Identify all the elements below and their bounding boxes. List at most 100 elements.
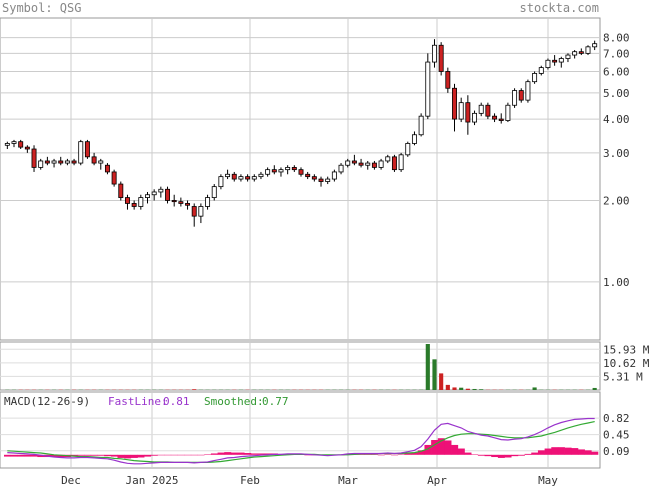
candle-body [225, 173, 231, 178]
macd-histogram-bar [517, 454, 525, 456]
macd-histogram-bar [564, 447, 572, 455]
macd-histogram-bar [497, 454, 505, 458]
candle-body [151, 191, 157, 196]
macd-histogram-bar [464, 452, 472, 455]
candle-body [498, 118, 504, 121]
candle-body [565, 54, 571, 59]
macd-histogram-bar [144, 454, 152, 457]
candle-body [78, 141, 84, 164]
macd-histogram-bar [471, 454, 479, 455]
candle-body [205, 197, 211, 207]
candle-body [592, 43, 598, 48]
macd-histogram-bar [377, 454, 385, 456]
candle-body [525, 81, 531, 101]
macd-histogram-bar [511, 454, 519, 457]
candle-body [278, 169, 284, 173]
candle-body [24, 146, 30, 150]
macd-histogram-bar [411, 452, 419, 455]
candle-body [478, 104, 484, 114]
candle-body [4, 143, 10, 146]
macd-histogram-bar [24, 454, 31, 457]
x-tick-label: Apr [427, 474, 447, 486]
candle-body [578, 51, 584, 54]
macd-histogram-bar [190, 454, 198, 456]
candle-body [145, 194, 150, 198]
candle-body [325, 178, 331, 182]
volume-bar [472, 388, 477, 390]
price-tick-label: 8.00 [603, 32, 630, 45]
price-tick-label: 3.00 [603, 147, 630, 160]
candle-body [271, 169, 277, 173]
candle-body [211, 186, 217, 198]
candle-body [331, 171, 337, 180]
candle-body [131, 203, 137, 207]
volume-bar [452, 387, 457, 390]
macd-histogram-bar [591, 451, 599, 455]
macd-histogram-bar [57, 454, 65, 458]
candle-body [512, 90, 518, 106]
volume-tick-label: 5.31 M [603, 370, 643, 383]
price-tick-label: 2.00 [603, 194, 630, 207]
candle-body [518, 90, 524, 101]
macd-histogram-bar [230, 452, 238, 455]
macd-histogram-bar [177, 454, 185, 456]
candle-body [552, 59, 558, 63]
candle-body [104, 164, 110, 173]
candle-body [245, 176, 251, 180]
candle-body [111, 171, 117, 185]
candle-body [84, 141, 90, 158]
candle-body [458, 102, 464, 120]
x-tick-label: Jan 2025 [126, 474, 179, 486]
candle-body [385, 156, 391, 162]
candle-body [285, 167, 291, 171]
macd-histogram-bar [10, 454, 18, 457]
macd-histogram-bar [451, 444, 459, 455]
macd-histogram-bar [391, 454, 399, 456]
candle-body [291, 167, 297, 171]
macd-histogram-bar [484, 454, 492, 457]
volume-bar [532, 387, 537, 390]
macd-histogram-bar [431, 440, 439, 455]
macd-histogram-bar [304, 454, 312, 456]
macd-histogram-bar [577, 449, 585, 455]
candle-body [44, 160, 50, 164]
candle-body [51, 160, 57, 164]
volume-bar [592, 387, 597, 390]
candle-body [125, 197, 130, 204]
site-label: stockta.com [520, 1, 599, 15]
macd-tick-label: 0.82 [603, 412, 630, 425]
macd-histogram-bar [477, 454, 485, 456]
candle-body [198, 206, 204, 217]
price-panel [0, 17, 601, 341]
candle-body [438, 44, 444, 72]
macd-histogram-bar [224, 452, 232, 455]
candle-body [305, 173, 311, 178]
macd-histogram-bar [217, 452, 225, 455]
macd-histogram-bar [437, 438, 445, 455]
macd-histogram-bar [551, 447, 559, 455]
candle-body [298, 169, 304, 175]
macd-histogram-bar [571, 448, 579, 455]
volume-bar [465, 388, 470, 390]
candle-body [572, 51, 578, 56]
candle-body [365, 162, 371, 166]
macd-histogram-bar [130, 454, 138, 458]
candles [4, 39, 598, 227]
macd-plot [4, 417, 599, 465]
candle-body [398, 154, 404, 171]
candle-body [18, 141, 24, 148]
candle-body [351, 160, 357, 164]
macd-histogram-bar [544, 448, 552, 455]
candle-body [178, 201, 184, 204]
macd-histogram-bar [157, 454, 165, 456]
candle-body [11, 141, 17, 144]
macd-histogram-bar [417, 450, 425, 455]
macd-histogram-bar [264, 453, 272, 455]
macd-histogram-bar [90, 454, 98, 456]
macd-histogram-bar [210, 453, 218, 455]
volume-tick-label: 10.62 M [603, 357, 650, 370]
macd-histogram-bar [197, 454, 205, 456]
macd-histogram-bar [97, 454, 105, 456]
macd-histogram-bar [257, 453, 265, 455]
